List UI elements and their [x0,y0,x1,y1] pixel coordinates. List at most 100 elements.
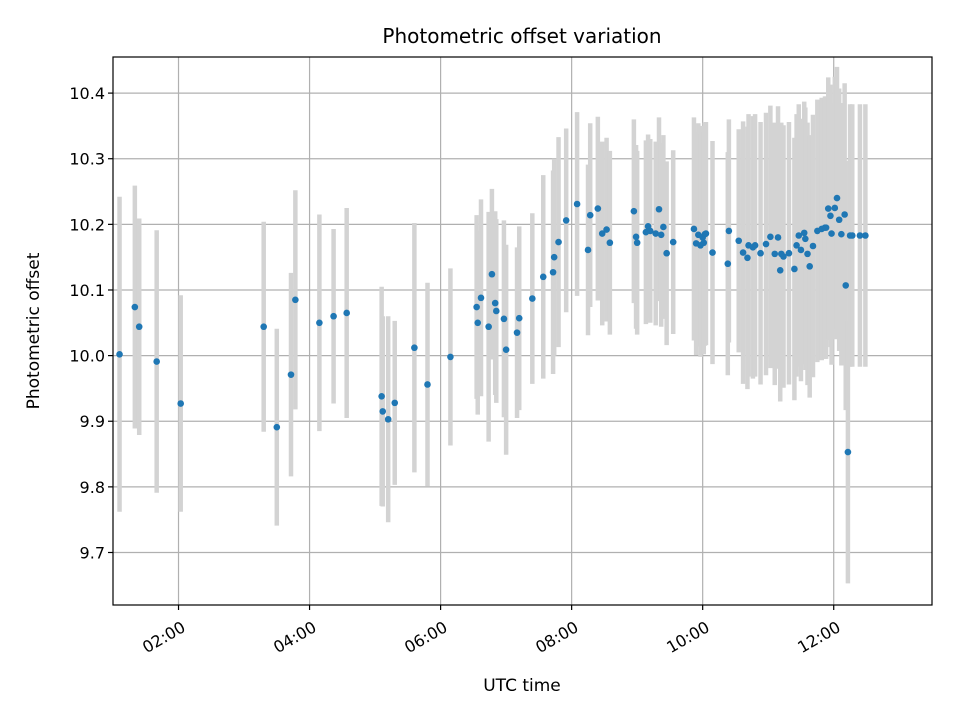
x-axis-label: UTC time [483,676,561,696]
data-point [767,233,774,241]
data-point [502,346,510,354]
y-tick-label: 9.9 [80,412,105,431]
data-point [477,294,485,302]
data-point [177,400,185,407]
data-point [833,194,841,202]
data-point [539,273,547,281]
plot-frame [112,56,933,606]
data-point [804,250,811,258]
data-point [473,303,480,311]
data-point [700,239,708,247]
data-point [724,260,732,268]
data-point [757,249,764,257]
data-point [135,323,143,331]
data-point [725,227,733,235]
data-point [491,299,499,307]
data-point [856,232,864,239]
data-point [657,231,665,239]
data-point [797,246,805,254]
data-point [762,240,770,248]
y-tick-label: 10.4 [69,84,105,103]
data-point [841,211,848,218]
data-point [492,307,500,315]
data-point [669,238,677,246]
data-point [632,233,640,241]
data-point [828,230,835,237]
data-point [586,211,594,219]
data-point [411,344,418,352]
data-point [690,225,698,233]
y-tick-label: 10.0 [69,347,105,366]
data-point [844,448,852,456]
data-point [660,223,667,231]
data-point [488,270,496,278]
data-point [848,232,856,239]
data-point [793,242,800,249]
data-point [379,408,387,415]
data-point [652,230,660,237]
data-point [485,323,492,331]
data-point [791,265,798,273]
data-point [739,249,747,256]
point-layer [116,194,869,456]
data-point [330,312,337,320]
data-point [827,212,834,220]
data-point [584,246,592,254]
data-point [153,358,160,365]
data-point [838,230,845,238]
data-point [474,319,482,327]
data-point [555,238,562,246]
data-point [424,381,431,388]
data-point [800,229,808,237]
data-point [646,227,654,235]
data-point [835,216,843,224]
data-point [709,249,716,256]
data-point [391,399,399,407]
data-point [287,371,295,378]
data-point [562,217,570,224]
data-point [776,266,784,274]
data-point [802,235,809,243]
data-point [260,323,267,331]
y-tick-label: 10.1 [69,281,105,300]
data-point [292,296,299,304]
data-point [447,353,454,361]
data-point [824,205,832,212]
data-point [795,232,803,239]
y-tick-label: 10.2 [69,215,105,234]
data-point [549,268,557,276]
data-point [515,314,523,322]
data-point [606,239,614,247]
data-point [500,315,508,323]
data-point [842,282,850,289]
data-point [822,224,830,231]
y-axis-label: Photometric offset [24,252,44,409]
data-point [774,234,782,241]
data-point [316,319,323,327]
data-point [603,226,610,233]
data-point [806,263,813,270]
data-point [384,415,392,423]
data-point [785,249,793,257]
data-point [131,303,139,311]
data-point [513,329,521,336]
data-point [780,253,787,260]
data-point [809,242,817,250]
data-point [116,350,123,358]
data-point [594,205,602,212]
data-point [633,239,641,247]
data-point [550,253,558,261]
y-tick-label: 9.8 [80,478,105,497]
data-point [655,205,663,213]
data-point [598,230,606,237]
data-point [378,393,385,400]
data-point [573,200,581,208]
y-tick-label: 9.7 [80,543,105,562]
data-point [702,230,710,237]
data-point [771,250,779,258]
data-point [343,309,350,317]
data-point [831,204,839,212]
data-point [735,237,743,245]
